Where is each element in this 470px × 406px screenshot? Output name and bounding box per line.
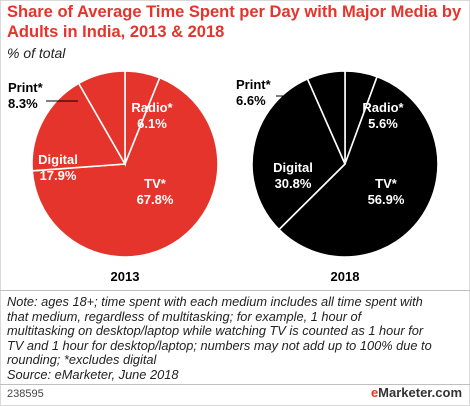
slice-label-radio: Radio* <box>131 100 173 115</box>
slice-label-tv: TV* <box>375 176 398 191</box>
note-line: that medium, regardless of multitasking;… <box>7 308 362 324</box>
slice-label-tv: TV* <box>144 176 167 191</box>
brand-logo[interactable]: eMarketer.com <box>371 385 462 400</box>
brand-domain: .com <box>431 385 462 400</box>
slice-label-print: Print* <box>236 77 272 92</box>
slice-label-digital: Digital <box>38 152 78 167</box>
chart-subtitle: % of total <box>7 45 66 61</box>
chart-title: Share of Average Time Spent per Day with… <box>7 3 462 41</box>
pie-slice-tv <box>31 76 219 258</box>
slice-value-print: 8.3% <box>8 96 38 111</box>
slice-label-radio: Radio* <box>362 100 404 115</box>
slice-label-digital: Digital <box>273 160 313 175</box>
slice-value-print: 6.6% <box>236 93 266 108</box>
source-line: Source: eMarketer, June 2018 <box>7 366 179 382</box>
divider-bottom <box>0 384 470 385</box>
pie-slice-digital <box>251 77 346 231</box>
chart-id: 238595 <box>7 388 44 400</box>
slice-value-digital: 17.9% <box>40 168 77 183</box>
slice-value-digital: 30.8% <box>275 176 312 191</box>
pie-slice-print <box>77 70 126 168</box>
pie-year-label: 2018 <box>331 269 360 284</box>
note-line: Note: ages 18+; time spent with each med… <box>7 294 423 309</box>
slice-label-print: Print* <box>8 80 44 95</box>
brand-marketer: Marketer <box>378 385 432 400</box>
slice-value-radio: 5.6% <box>368 116 398 131</box>
note-line: multitasking on desktop/laptop while wat… <box>7 323 424 339</box>
chart-note: Note: ages 18+; time spent with each med… <box>7 294 465 383</box>
note-line: TV and 1 hour for desktop/laptop; number… <box>7 337 432 353</box>
slice-value-tv: 56.9% <box>368 192 405 207</box>
note-line: rounding; *excludes digital <box>7 352 157 368</box>
pie-slice-tv <box>277 75 439 258</box>
pie-slice-digital <box>31 82 127 172</box>
slice-value-radio: 6.1% <box>137 116 167 131</box>
slice-value-tv: 67.8% <box>137 192 174 207</box>
divider-top <box>0 290 470 291</box>
brand-e: e <box>370 385 379 400</box>
pie-year-label: 2013 <box>111 269 140 284</box>
pie-slice-print <box>306 70 346 165</box>
